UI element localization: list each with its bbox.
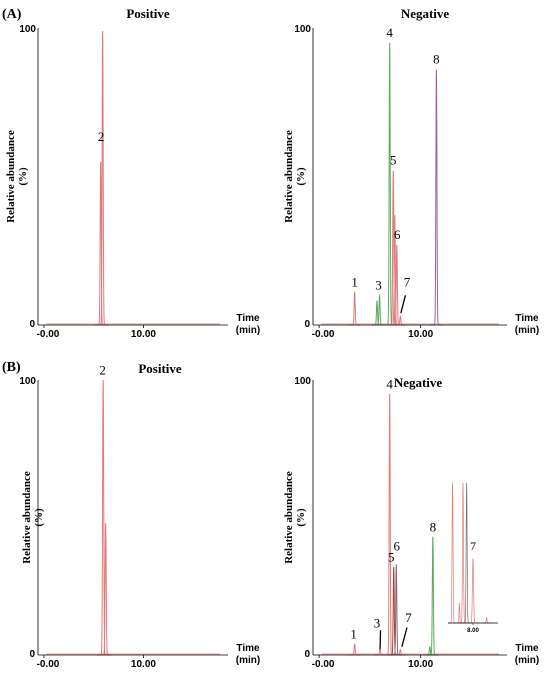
x-tick-label: 10.00	[131, 329, 156, 340]
inset-peak-trace	[466, 558, 480, 624]
peak-label: 7	[405, 610, 412, 625]
x-axis-label: Time	[515, 643, 539, 654]
peak-trace	[348, 290, 361, 326]
peak-trace	[94, 161, 107, 326]
panel-title: Negative	[394, 375, 443, 390]
x-axis-label: (min)	[236, 325, 260, 336]
y-axis-label: Relative abundance	[5, 130, 17, 223]
inset-x-tick-label: 8.00	[467, 628, 479, 634]
peak-label: 8	[433, 52, 440, 67]
peak-label: 3	[374, 616, 381, 631]
peak-label: 2	[98, 129, 105, 144]
x-axis-label: (min)	[236, 655, 260, 666]
chart-panel-A-positive: (A) Positive 0 100 -0.00 10.00 Time(min) Relati…	[2, 6, 260, 340]
peak-label: 7	[404, 274, 411, 289]
y-tick-label: 0	[29, 649, 35, 660]
y-tick-label: 100	[19, 376, 36, 387]
pointer-line	[401, 627, 408, 647]
y-axis-label: Relative abundance	[283, 130, 295, 223]
x-tick-label: -0.00	[37, 659, 60, 670]
inset-peak-trace	[454, 602, 464, 624]
panel-title: Positive	[138, 361, 182, 376]
peak-trace	[390, 564, 403, 656]
pointer-line	[400, 295, 407, 314]
inset-peak-trace	[482, 616, 492, 624]
x-tick-label: 10.00	[408, 329, 433, 340]
peak-trace	[370, 299, 384, 326]
peak-trace	[96, 30, 109, 326]
peak-trace	[348, 643, 361, 656]
peak-label: 8	[430, 519, 437, 534]
x-tick-label: -0.00	[312, 659, 335, 670]
chart-panel-B-positive: (B) Positive 0 100 -0.00 10.00 Time(min) Relati…	[2, 360, 260, 670]
peak-label: 3	[375, 277, 382, 292]
y-axis-label: (%)	[295, 508, 307, 527]
y-tick-label: 100	[19, 24, 36, 35]
peak-label: 1	[350, 627, 357, 642]
x-axis-label: (min)	[515, 655, 539, 666]
peak-label: 6	[394, 227, 401, 242]
peak-label: 5	[388, 550, 395, 565]
peak-label: 4	[386, 376, 393, 391]
y-tick-label: 100	[294, 376, 311, 387]
peak-trace	[96, 379, 110, 656]
peak-trace	[426, 536, 439, 656]
panel-label: (B)	[2, 360, 21, 375]
x-tick-label: 10.00	[408, 659, 433, 670]
panel-title: Positive	[126, 6, 170, 21]
x-tick-label: -0.00	[37, 329, 60, 340]
peak-trace	[430, 69, 443, 326]
inset-peak-trace	[448, 482, 459, 624]
y-axis-label: (%)	[17, 167, 29, 186]
x-tick-label: -0.00	[312, 329, 335, 340]
peak-label: 1	[351, 274, 358, 289]
y-tick-label: 0	[304, 649, 310, 660]
y-axis-label: (%)	[295, 167, 307, 186]
chart-panel-B-negative: Negative 0 100 -0.00 10.00 Time(min) Relative …	[283, 375, 539, 670]
peak-trace	[99, 522, 113, 656]
x-axis-label: (min)	[515, 325, 539, 336]
y-tick-label: 0	[304, 319, 310, 330]
x-axis-label: Time	[236, 643, 260, 654]
inset-zoom: 8.00 7	[448, 482, 498, 634]
inset-peak-label: 7	[470, 539, 476, 553]
x-axis-label: Time	[515, 313, 539, 324]
peak-label: 5	[390, 153, 397, 168]
peak-label: 2	[99, 363, 106, 378]
y-axis-label: Relative abundance	[283, 471, 295, 564]
panel-title: Negative	[401, 6, 450, 21]
x-tick-label: 10.00	[131, 659, 156, 670]
y-axis-label: (%)	[33, 508, 45, 527]
peak-label: 6	[394, 539, 401, 554]
y-tick-label: 100	[294, 24, 311, 35]
chart-panel-A-negative: Negative 0 100 -0.00 10.00 Time(min) Relative …	[283, 6, 539, 340]
peak-trace	[373, 293, 386, 326]
y-tick-label: 0	[29, 319, 35, 330]
y-axis-label: Relative abundance	[21, 471, 33, 564]
peak-label: 4	[386, 25, 393, 40]
panel-label: (A)	[2, 7, 22, 22]
x-axis-label: Time	[236, 313, 260, 324]
peak-trace	[387, 566, 400, 656]
pointer-line	[379, 630, 382, 650]
